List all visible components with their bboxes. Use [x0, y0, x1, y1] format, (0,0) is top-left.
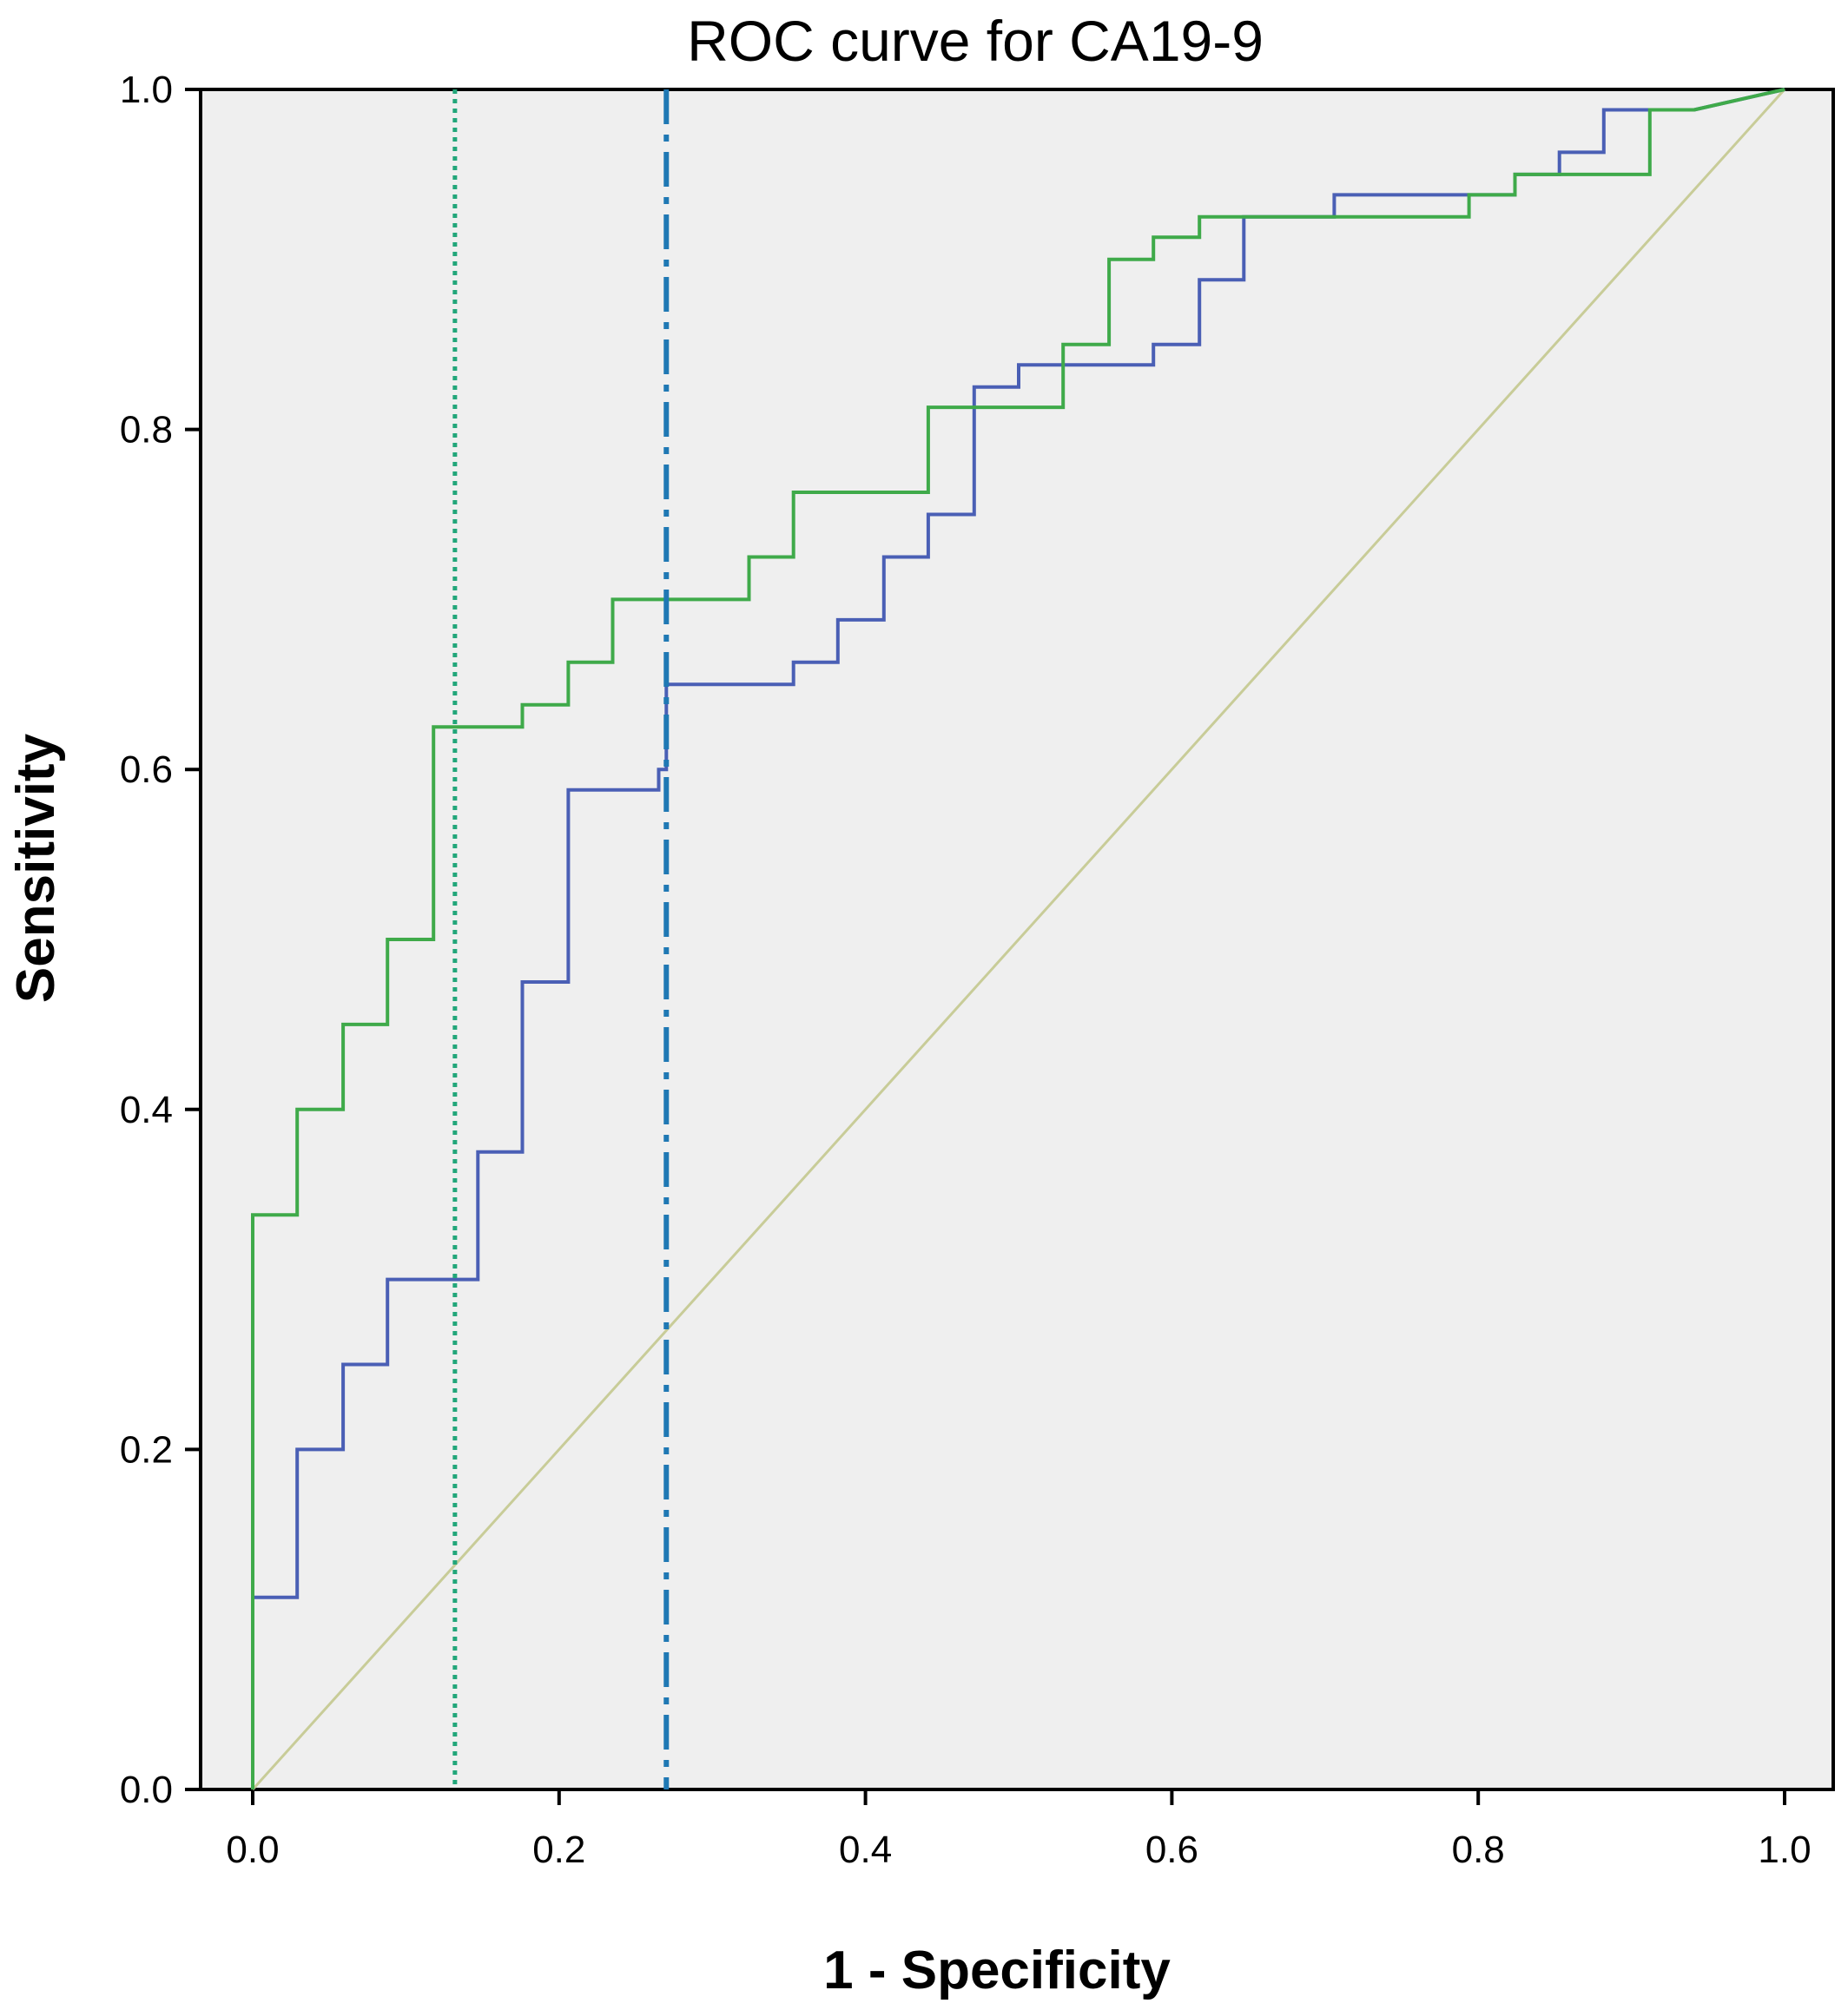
y-tick-label: 0.8 — [120, 409, 173, 451]
x-axis-label: 1 - Specificity — [823, 1941, 1171, 2000]
y-tick-label: 0.6 — [120, 748, 173, 791]
y-tick-label: 0.4 — [120, 1089, 173, 1131]
x-tick-label: 0.8 — [1452, 1829, 1505, 1871]
y-axis-label: Sensitivity — [6, 733, 66, 1003]
x-tick-label: 0.2 — [532, 1829, 585, 1871]
x-tick-label: 1.0 — [1758, 1829, 1811, 1871]
x-axis-ticks: 0.0 0.2 0.4 0.6 0.8 1.0 — [226, 1789, 1812, 1871]
y-tick-label: 0.0 — [120, 1769, 173, 1811]
reference-diagonal-line — [251, 88, 1786, 1791]
reference-vertical-lines — [452, 89, 670, 1789]
x-tick-label: 0.6 — [1145, 1829, 1198, 1871]
roc-curve-1 — [251, 88, 1785, 1789]
y-tick-label: 0.2 — [120, 1428, 173, 1471]
y-axis-ticks: 0.0 0.2 0.4 0.6 0.8 1.0 — [120, 69, 201, 1811]
series-layer — [251, 88, 1786, 1791]
x-tick-label: 0.4 — [839, 1829, 892, 1871]
y-tick-label: 1.0 — [120, 69, 173, 111]
x-tick-label: 0.0 — [226, 1829, 279, 1871]
chart-title: ROC curve for CA19-9 — [687, 9, 1264, 73]
